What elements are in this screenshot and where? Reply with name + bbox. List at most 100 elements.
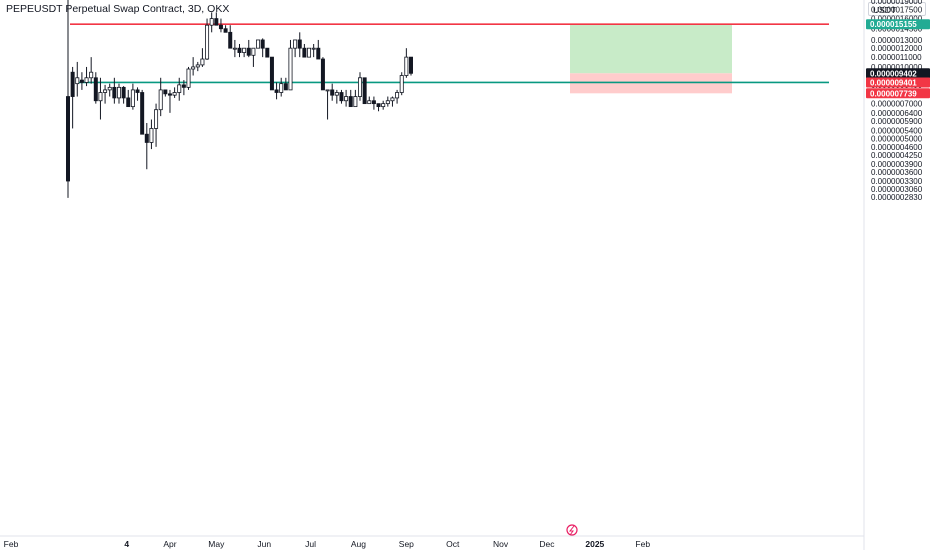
price-tick-label: 0.0000004600	[871, 143, 923, 152]
horizontal-levels[interactable]	[70, 23, 829, 84]
time-tick-label: 2025	[585, 539, 604, 549]
candle-down	[269, 56, 274, 91]
entry-price-tag-bg	[866, 77, 930, 88]
last-price-tag-bg	[866, 68, 930, 79]
candle-up	[191, 66, 196, 70]
currency-unit-button[interactable]: USDT	[868, 2, 926, 16]
price-tick-label: 0.0000003900	[871, 160, 923, 169]
candle-down	[283, 83, 288, 91]
price-tick-label: 0.0000007000	[871, 100, 923, 109]
candles	[66, 0, 413, 198]
candle-up	[279, 83, 284, 93]
candle-down	[302, 47, 307, 58]
candle-up	[367, 100, 372, 105]
candle-down	[362, 77, 367, 105]
price-tick-label: 0.0000019000	[871, 0, 923, 6]
price-tick-label: 0.0000003300	[871, 177, 923, 186]
candle-down	[121, 86, 126, 99]
candle-down	[376, 103, 381, 108]
chart-title: PEPEUSDT Perpetual Swap Contract, 3D, OK…	[6, 3, 230, 15]
candle-up	[195, 64, 200, 68]
price-tick-label: 0.0000006400	[871, 109, 923, 118]
candle-up	[404, 56, 409, 76]
position-zones	[570, 24, 732, 94]
candle-up	[385, 100, 390, 105]
target-price-tag-bg	[866, 19, 930, 30]
candle-up	[395, 92, 400, 99]
candle-down	[265, 47, 270, 58]
time-tick-label: Apr	[163, 539, 176, 549]
candle-down	[66, 96, 71, 182]
candle-up	[116, 86, 121, 99]
price-tick-label: 0.0000005000	[871, 134, 923, 143]
time-tick-label: Feb	[4, 539, 19, 549]
price-tick-label: 0.0000013000	[871, 36, 923, 45]
candle-down	[316, 47, 321, 60]
price-tick-label: 0.0000012000	[871, 44, 923, 53]
candle-up	[288, 47, 293, 91]
stop-price-tag-bg	[866, 88, 930, 99]
candle-up	[89, 71, 94, 79]
time-axis[interactable]: Feb 4 Apr May Jun Jul Aug Sep Oct Nov Dec 2025 Feb	[4, 539, 651, 549]
candle-up	[344, 96, 349, 102]
candle-up	[293, 39, 298, 49]
candle-up	[172, 92, 177, 96]
candle-down	[237, 47, 242, 53]
candle-down	[330, 89, 335, 96]
candle-up	[399, 75, 404, 93]
candle-up	[149, 128, 154, 143]
candle-up	[307, 47, 312, 58]
candle-down	[163, 89, 168, 95]
candle-down	[135, 89, 140, 93]
candle-down	[112, 86, 117, 99]
last-price-tag: 0.000009402	[870, 69, 917, 78]
candle-up	[107, 86, 112, 91]
candle-down	[348, 96, 353, 108]
candle-up	[186, 68, 191, 88]
candle-down	[140, 92, 145, 135]
candle-up	[154, 109, 159, 129]
price-tick-label: 0.0000010000	[871, 63, 923, 72]
time-tick-label: 4	[124, 539, 129, 549]
candle-down	[70, 71, 75, 97]
time-tick-label: Dec	[539, 539, 555, 549]
candle-down	[79, 79, 84, 83]
candle-up	[353, 96, 358, 108]
candle-up	[390, 97, 395, 102]
candle-down	[339, 92, 344, 102]
time-tick-label: Jun	[257, 539, 271, 549]
price-tick-label: 0.0000005400	[871, 126, 923, 135]
candle-up	[200, 58, 205, 66]
candle-down	[371, 100, 376, 105]
target-zone	[570, 24, 732, 74]
entry-price-tag: 0.000009401	[870, 78, 917, 87]
lightning-icon	[568, 525, 575, 536]
candle-up	[334, 92, 339, 96]
target-price-tag: 0.000015155	[870, 20, 917, 29]
candle-down	[246, 47, 251, 56]
time-tick-label: Aug	[351, 539, 366, 549]
candle-down	[167, 93, 172, 96]
stop-zone	[570, 73, 732, 94]
candle-up	[209, 18, 214, 26]
candle-up	[177, 84, 182, 93]
price-tick-label: 0.0000003600	[871, 168, 923, 177]
candle-down	[93, 77, 98, 102]
candle-up	[84, 77, 89, 83]
price-tick-label: 0.0000017500	[871, 5, 923, 14]
candle-down	[228, 31, 233, 49]
candle-up	[256, 39, 261, 49]
candle-up	[98, 92, 103, 102]
candle-up	[232, 47, 237, 50]
price-axis[interactable]: 0.00000360000.00000330000.00000300000.00…	[871, 0, 923, 202]
candle-up	[311, 47, 316, 50]
candle-up	[75, 77, 80, 85]
candle-up	[158, 89, 163, 111]
candle-down	[408, 56, 413, 74]
event-marker[interactable]	[566, 524, 578, 536]
price-tick-label: 0.0000005900	[871, 117, 923, 126]
time-tick-label: Sep	[399, 539, 414, 549]
candle-down	[260, 39, 265, 49]
